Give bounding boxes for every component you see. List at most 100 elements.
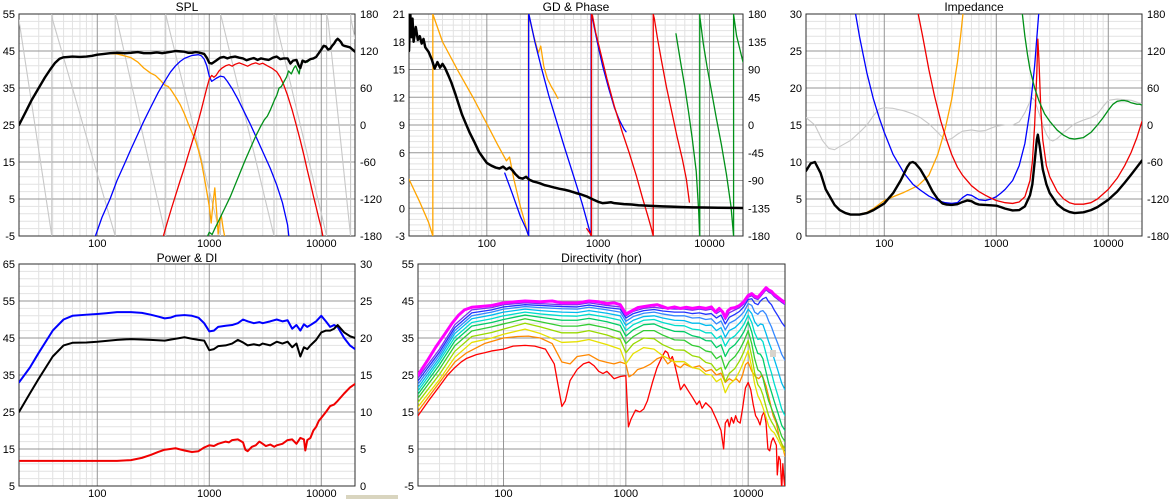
right-axis-tick-label: 120 — [1147, 46, 1165, 58]
series-line — [206, 58, 312, 236]
x-axis-tick-label: 100 — [494, 488, 512, 500]
right-axis-tick-label: 60 — [360, 83, 372, 95]
left-axis-tick-label: 0 — [796, 231, 802, 243]
right-axis-tick-label: -120 — [1147, 194, 1169, 206]
spl-chart-title: SPL — [175, 0, 199, 14]
left-axis-tick-label: 5 — [796, 194, 802, 206]
right-axis-tick-label: -60 — [360, 157, 376, 169]
left-axis-tick-label: -5 — [5, 231, 15, 243]
right-axis-tick-label: -90 — [748, 176, 764, 188]
right-axis-tick-label: -120 — [360, 194, 382, 206]
left-axis-tick-label: 15 — [393, 65, 405, 77]
right-axis-tick-label: 0 — [360, 120, 366, 132]
left-axis-tick-label: 21 — [393, 9, 405, 21]
power-di-chart[interactable]: 100 1000 10000 65 55 45 35 25 15 5 30 25 20 15 10 5 0 — [0, 251, 382, 501]
series-line — [418, 322, 785, 450]
right-axis-tick-label: 0 — [748, 120, 754, 132]
right-axis-tick-label: 20 — [360, 333, 372, 345]
right-axis-tick-label: 0 — [360, 481, 366, 493]
plot-area — [19, 14, 355, 236]
scrollbar-fragment[interactable] — [346, 495, 398, 499]
series-line — [504, 14, 627, 236]
plot-area — [418, 286, 785, 486]
series-line — [418, 328, 785, 454]
series-line — [409, 14, 559, 236]
right-axis-tick-label: 15 — [360, 370, 372, 382]
left-axis-tick-label: -5 — [404, 481, 414, 493]
left-axis-tick-label: 35 — [3, 370, 15, 382]
right-axis-tick-label: 180 — [1147, 9, 1165, 21]
x-axis-tick-label: 1000 — [197, 238, 221, 250]
right-axis-tick-label: -180 — [1147, 231, 1169, 243]
right-axis-tick-label: 45 — [748, 92, 760, 104]
left-axis-tick-label: 15 — [3, 157, 15, 169]
right-axis-tick-label: 60 — [1147, 83, 1159, 95]
directivity-chart[interactable]: 100 1000 10000 55 45 35 25 15 5 -5 — [388, 251, 788, 501]
x-axis-tick-label: 1000 — [197, 488, 221, 500]
x-axis-tick-label: 1000 — [586, 238, 610, 250]
series-line — [806, 133, 1142, 216]
impedance-chart[interactable]: 100 1000 10000 30 25 20 15 10 5 0 180 120 60 0 -60 -120… — [778, 0, 1174, 250]
series-line — [162, 62, 324, 236]
x-axis-tick-label: 100 — [88, 238, 106, 250]
power-di-chart-title: Power & DI — [156, 251, 218, 265]
right-axis-tick-label: 5 — [360, 444, 366, 456]
series-line — [19, 324, 355, 413]
series-line — [19, 14, 355, 236]
plot-area — [806, 14, 1142, 216]
x-axis-tick-label: 1000 — [614, 488, 638, 500]
right-axis-tick-label: 120 — [360, 46, 378, 58]
x-axis-tick-label: 1000 — [984, 238, 1008, 250]
spl-chart[interactable]: 100 1000 10000 55 45 35 25 15 5 -5 180 120 60 0 -60 -12… — [0, 0, 382, 250]
right-axis-tick-label: 180 — [748, 9, 766, 21]
series-line — [94, 54, 290, 236]
left-axis-tick-label: 25 — [3, 407, 15, 419]
series-line — [675, 14, 743, 236]
left-axis-tick-label: 0 — [399, 203, 405, 215]
left-axis-tick-label: 55 — [3, 296, 15, 308]
series-line — [418, 314, 785, 432]
left-axis-tick-label: 25 — [790, 46, 802, 58]
x-axis-tick-label: 100 — [875, 238, 893, 250]
resize-grip-fragment — [770, 350, 776, 357]
series-line — [806, 97, 1142, 151]
impedance-chart-title: Impedance — [944, 0, 1004, 14]
left-axis-tick-label: -3 — [395, 231, 405, 243]
series-line — [418, 296, 785, 382]
left-axis-tick-label: 45 — [3, 46, 15, 58]
gd-phase-chart-title: GD & Phase — [542, 0, 610, 14]
x-axis-tick-label: 100 — [88, 488, 106, 500]
series-line — [418, 311, 785, 417]
x-axis-tick-label: 10000 — [694, 238, 725, 250]
right-axis-tick-label: 30 — [360, 259, 372, 271]
left-axis-tick-label: 45 — [402, 296, 414, 308]
right-axis-tick-label: 25 — [360, 296, 372, 308]
series-line — [418, 344, 785, 486]
series-line — [19, 37, 355, 127]
series-line — [418, 302, 785, 385]
left-axis-tick-label: 5 — [9, 194, 15, 206]
left-axis-tick-label: 15 — [402, 407, 414, 419]
series-line — [854, 14, 1040, 205]
left-axis-tick-label: 5 — [408, 444, 414, 456]
gd-phase-chart[interactable]: 100 1000 10000 21 18 15 12 9 6 3 0 -3 180 135 90 45 0 -45… — [384, 0, 770, 250]
left-axis-tick-label: 20 — [790, 83, 802, 95]
left-axis-tick-label: 65 — [3, 259, 15, 271]
left-axis-tick-label: 25 — [402, 370, 414, 382]
series-line — [109, 52, 226, 236]
x-axis-tick-label: 10000 — [733, 488, 764, 500]
right-axis-tick-label: -45 — [748, 148, 764, 160]
right-axis-tick-label: -135 — [748, 203, 770, 215]
series-line — [19, 311, 355, 384]
series-line — [586, 14, 691, 236]
left-axis-tick-label: 45 — [3, 333, 15, 345]
series-line — [1021, 14, 1142, 140]
x-axis-tick-label: 10000 — [306, 238, 337, 250]
left-axis-tick-label: 55 — [402, 259, 414, 271]
left-axis-tick-label: 15 — [3, 444, 15, 456]
right-axis-tick-label: 180 — [360, 9, 378, 21]
right-axis-tick-label: 90 — [748, 65, 760, 77]
x-axis-tick-label: 10000 — [306, 488, 337, 500]
series-line — [409, 14, 743, 210]
